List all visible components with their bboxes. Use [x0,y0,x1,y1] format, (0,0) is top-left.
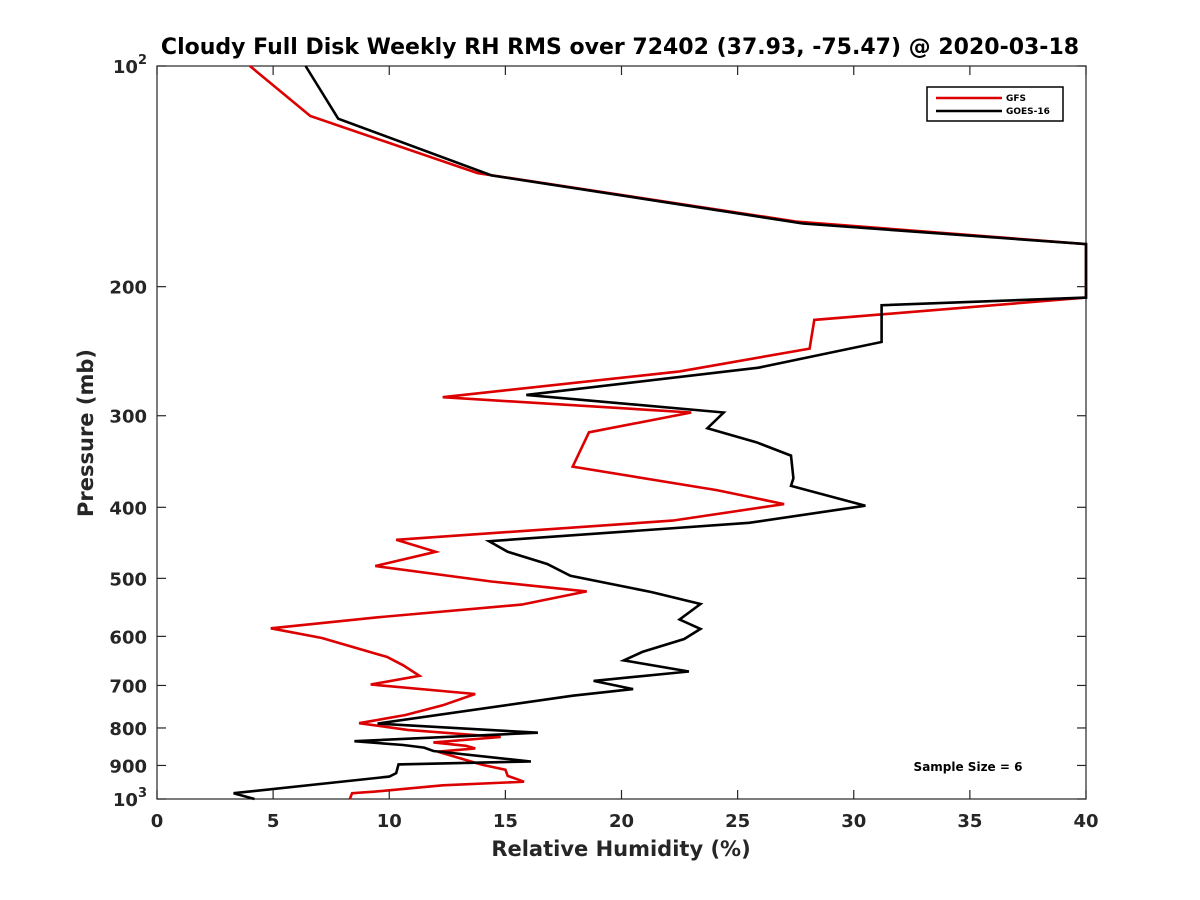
series-layer [233,64,1088,801]
y-tick-label: 102 [113,53,147,78]
x-tick-label: 35 [957,811,982,832]
y-tick-label: 500 [109,569,147,590]
y-tick-label: 200 [109,278,147,299]
legend-label-gfs: GFS [1006,94,1026,104]
x-tick-label: 40 [1073,811,1098,832]
y-tick-label: 300 [109,407,147,428]
y-tick-label: 103 [113,786,147,811]
x-tick-label: 20 [609,811,634,832]
y-tick-label: 800 [109,719,147,740]
x-tick-label: 15 [493,811,518,832]
legend: GFS GOES-16 [926,86,1064,122]
x-tick-label: 0 [151,811,164,832]
legend-box [926,86,1064,122]
sample-size-annotation: Sample Size = 6 [914,760,1023,774]
chart-title: Cloudy Full Disk Weekly RH RMS over 7240… [161,35,1079,60]
y-tick-label: 700 [109,676,147,697]
x-axis: 0 5 10 15 20 25 30 35 40 [151,66,1099,832]
y-tick-label: 400 [109,498,147,519]
x-tick-label: 25 [725,811,750,832]
plot-area: 0 5 10 15 20 25 30 35 40 102 200 300 400 500 600 700 80… [109,53,1098,832]
axes-box [156,65,1087,800]
y-tick-label: 900 [109,756,147,777]
x-tick-label: 5 [267,811,280,832]
y-axis: 102 200 300 400 500 600 700 800 900 103 [109,53,1086,811]
legend-label-goes-16: GOES-16 [1006,107,1050,117]
x-tick-label: 30 [841,811,866,832]
x-axis-label: Relative Humidity (%) [491,837,750,861]
series-line-gfs [249,64,1088,800]
x-tick-label: 10 [377,811,402,832]
y-tick-label: 600 [109,627,147,648]
y-axis-label: Pressure (mb) [74,349,98,517]
series-line-goes-16 [233,65,1088,801]
